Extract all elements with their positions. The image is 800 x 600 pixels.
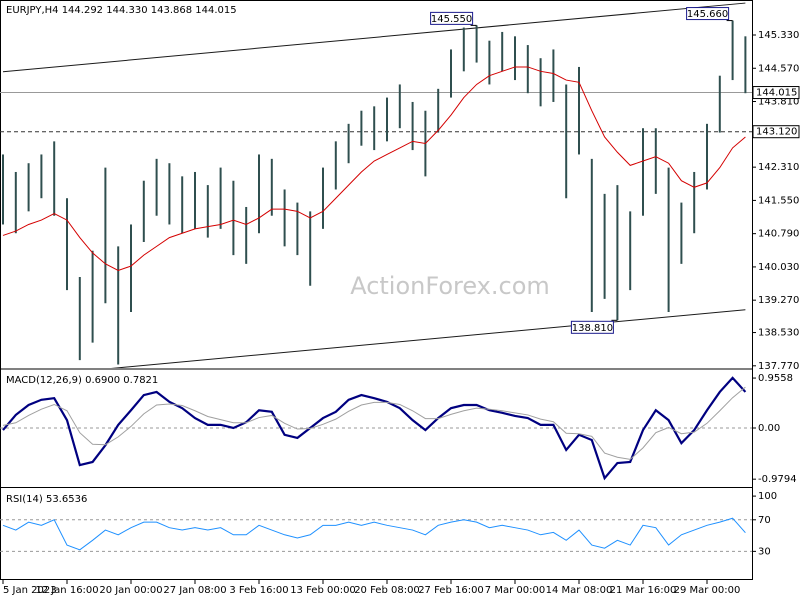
y-tick-label: 137.770	[758, 361, 799, 372]
x-tick-label: 27 Feb 16:00	[418, 585, 484, 596]
indicator-line	[2, 386, 746, 460]
x-tick-label: 21 Mar 16:00	[610, 585, 677, 596]
annotation-box	[570, 320, 614, 334]
plot-area	[0, 2, 752, 368]
x-tick-label: 20 Jan 00:00	[99, 585, 162, 596]
y-tick-label: 0.00	[758, 423, 780, 434]
y-tick-label: 145.330	[758, 30, 799, 41]
indicator-line	[2, 517, 746, 551]
x-tick-label: 12 Jan 16:00	[35, 585, 98, 596]
y-tick-label: 143.810	[758, 97, 799, 108]
watermark: ActionForex.com	[350, 272, 550, 300]
x-tick-label: 29 Mar 00:00	[674, 585, 741, 596]
annotation-label: 145.550	[431, 14, 472, 25]
x-tick-label: 5 Jan 2023	[3, 585, 57, 596]
x-tick-label: 7 Mar 00:00	[485, 585, 545, 596]
moving-average	[2, 66, 746, 271]
x-tick-label: 20 Feb 08:00	[354, 585, 420, 596]
x-tick-label: 3 Feb 16:00	[229, 585, 288, 596]
y-tick-label: 100	[758, 491, 777, 502]
y-tick-label: 30	[758, 546, 771, 557]
price-tag	[752, 125, 800, 139]
y-tick-label: 70	[758, 515, 771, 526]
trendline	[111, 309, 746, 368]
price-tag-label: 144.015	[756, 88, 797, 99]
y-tick-label: 144.570	[758, 63, 799, 74]
frame	[0, 0, 753, 580]
y-tick-label: 0.9558	[758, 373, 793, 384]
annotation-box	[430, 11, 474, 25]
y-tick-label: 142.310	[758, 162, 799, 173]
panel-title: EURJPY,H4 144.292 144.330 143.868 144.01…	[6, 5, 237, 16]
x-tick-label: 27 Jan 08:00	[163, 585, 226, 596]
price-tag	[752, 86, 800, 100]
y-tick-label: 141.550	[758, 195, 799, 206]
y-tick-label: 140.790	[758, 229, 799, 240]
y-tick-label: -0.9794	[758, 474, 797, 485]
y-tick-label: 139.270	[758, 295, 799, 306]
panel-title: RSI(14) 53.6536	[6, 494, 87, 505]
plot-area	[0, 376, 752, 481]
y-tick-label: 138.530	[758, 328, 799, 339]
x-tick-label: 13 Feb 00:00	[290, 585, 356, 596]
annotation-label: 145.660	[687, 9, 728, 20]
x-tick-label: 14 Mar 08:00	[546, 585, 613, 596]
plot-area	[0, 517, 752, 552]
trendline	[2, 2, 746, 73]
y-tick-label: 140.030	[758, 262, 799, 273]
annotation-box	[686, 7, 730, 21]
indicator-line	[2, 376, 747, 481]
price-tag-label: 143.120	[756, 127, 797, 138]
annotation-label: 138.810	[572, 323, 613, 334]
panel-title: MACD(12,26,9) 0.6900 0.7821	[6, 375, 158, 386]
